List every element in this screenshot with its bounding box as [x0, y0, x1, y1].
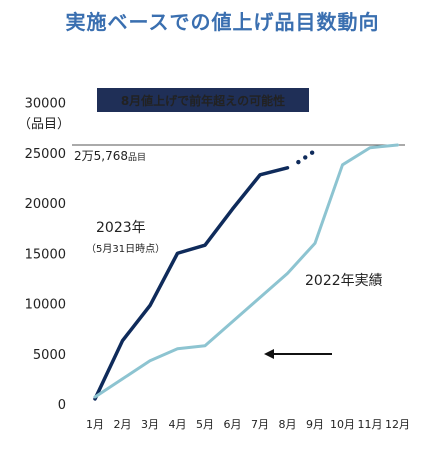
series-label-2022: 2022年実績 [305, 273, 383, 289]
data-point [121, 339, 124, 342]
y-tick-label: 30000 [25, 97, 66, 112]
chart-title: 実施ベースでの値上げ品目数動向 [65, 10, 380, 34]
data-point [176, 252, 179, 255]
projection-dot [303, 155, 308, 160]
y-tick-label: 15000 [25, 247, 66, 262]
reference-value-number: 2万5,768 [74, 149, 128, 163]
data-point [148, 359, 152, 362]
reference-value-label: 2万5,768品目 [74, 149, 146, 163]
series-sublabel-2023: （5月31日時点） [86, 243, 165, 255]
x-tick-label: 6月 [224, 418, 242, 431]
x-tick-label: 7月 [251, 418, 269, 431]
series-line-2023 [93, 166, 290, 401]
y-tick-label: 10000 [25, 298, 66, 313]
data-point [286, 166, 289, 170]
data-point [121, 377, 124, 381]
x-tick-label: 8月 [279, 418, 297, 431]
y-axis-label: （品目） [18, 117, 70, 132]
x-tick-label: 10月 [330, 418, 355, 431]
data-point [286, 272, 289, 275]
data-point [176, 347, 179, 350]
data-point [396, 143, 399, 147]
series-line-2022 [93, 143, 399, 399]
data-point [148, 304, 152, 307]
x-tick-label: 11月 [358, 418, 383, 431]
reference-value-unit: 品目 [128, 152, 146, 163]
annotation-badge-text: 8月値上げで前年超えの可能性 [121, 93, 285, 108]
data-point [341, 163, 344, 167]
annotation-arrow-head [264, 349, 274, 359]
annotation-badge [97, 88, 309, 112]
data-point [203, 244, 207, 247]
projection-dot [296, 159, 301, 165]
data-point [93, 395, 97, 399]
y-tick-label: 0 [58, 398, 66, 413]
x-tick-label: 12月 [385, 418, 410, 431]
x-tick-label: 3月 [141, 418, 159, 431]
data-point [258, 296, 262, 299]
x-tick-label: 2月 [114, 418, 132, 431]
y-tick-label: 20000 [25, 197, 66, 212]
x-tick-label: 9月 [306, 418, 324, 431]
x-tick-label: 4月 [169, 418, 187, 431]
data-point [203, 344, 207, 347]
data-point [93, 397, 97, 401]
data-point [231, 207, 234, 211]
data-point [258, 173, 262, 177]
y-tick-label: 5000 [33, 348, 66, 363]
data-point [313, 242, 317, 245]
data-point [231, 320, 234, 323]
x-tick-label: 1月 [86, 418, 104, 431]
x-tick-label: 5月 [196, 418, 214, 431]
data-point [368, 146, 372, 149]
series-label-2023: 2023年 [96, 220, 146, 236]
y-tick-label: 25000 [25, 147, 66, 162]
projection-dot [309, 150, 315, 155]
